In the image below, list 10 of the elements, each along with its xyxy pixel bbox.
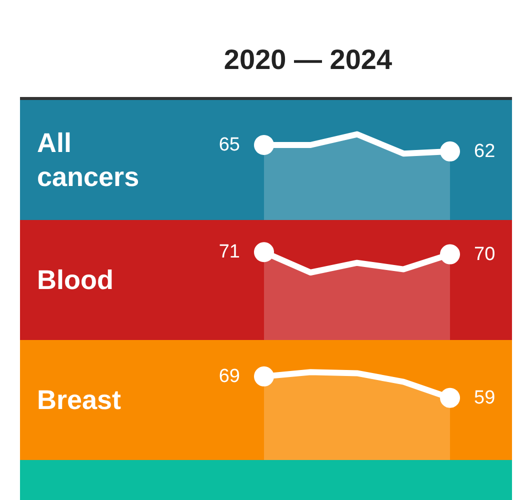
data-label: 59: [474, 387, 496, 408]
data-label: 70: [474, 244, 496, 265]
data-label: 71: [218, 242, 240, 263]
data-label: 65: [218, 134, 240, 156]
y-axis-title: Blood: [37, 265, 114, 295]
chart-title: 2020 — 2024: [222, 44, 394, 76]
data-label: 69: [218, 366, 240, 387]
data-label: 62: [474, 140, 496, 162]
y-axis-title: Breast: [37, 385, 122, 415]
y-axis-title: All cancers: [37, 128, 140, 192]
